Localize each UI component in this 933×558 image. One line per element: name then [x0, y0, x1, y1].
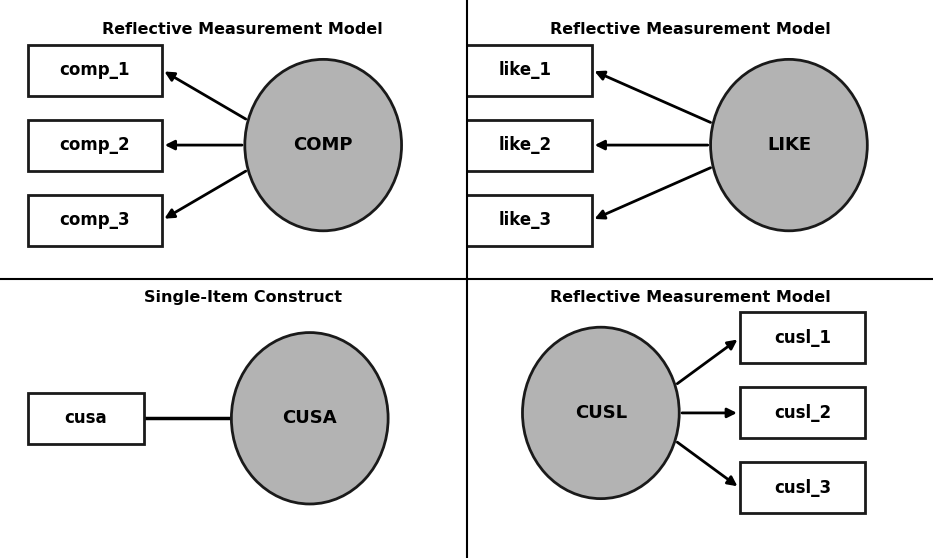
Ellipse shape — [522, 327, 679, 499]
Ellipse shape — [244, 59, 401, 231]
FancyBboxPatch shape — [457, 195, 592, 246]
Text: COMP: COMP — [294, 136, 353, 154]
FancyBboxPatch shape — [740, 312, 865, 363]
Text: Reflective Measurement Model: Reflective Measurement Model — [103, 22, 383, 37]
FancyBboxPatch shape — [28, 45, 162, 95]
Text: cusl_2: cusl_2 — [773, 404, 831, 422]
FancyBboxPatch shape — [28, 195, 162, 246]
Text: like_3: like_3 — [498, 211, 551, 229]
Text: cusa: cusa — [64, 409, 107, 427]
Text: comp_2: comp_2 — [60, 136, 130, 154]
Text: Reflective Measurement Model: Reflective Measurement Model — [550, 22, 830, 37]
Text: cusl_1: cusl_1 — [773, 329, 831, 347]
FancyBboxPatch shape — [457, 45, 592, 95]
FancyBboxPatch shape — [28, 393, 144, 444]
FancyBboxPatch shape — [28, 119, 162, 171]
Text: Reflective Measurement Model: Reflective Measurement Model — [550, 290, 830, 305]
Text: comp_1: comp_1 — [60, 61, 130, 79]
Text: comp_3: comp_3 — [60, 211, 130, 229]
FancyBboxPatch shape — [457, 119, 592, 171]
Ellipse shape — [231, 333, 388, 504]
Text: like_1: like_1 — [498, 61, 551, 79]
FancyBboxPatch shape — [740, 387, 865, 439]
Text: cusl_3: cusl_3 — [773, 479, 831, 497]
FancyBboxPatch shape — [740, 463, 865, 513]
Text: CUSA: CUSA — [283, 409, 337, 427]
Text: Single-Item Construct: Single-Item Construct — [144, 290, 341, 305]
Text: CUSL: CUSL — [575, 404, 627, 422]
Text: LIKE: LIKE — [767, 136, 811, 154]
Ellipse shape — [711, 59, 868, 231]
Text: like_2: like_2 — [498, 136, 551, 154]
